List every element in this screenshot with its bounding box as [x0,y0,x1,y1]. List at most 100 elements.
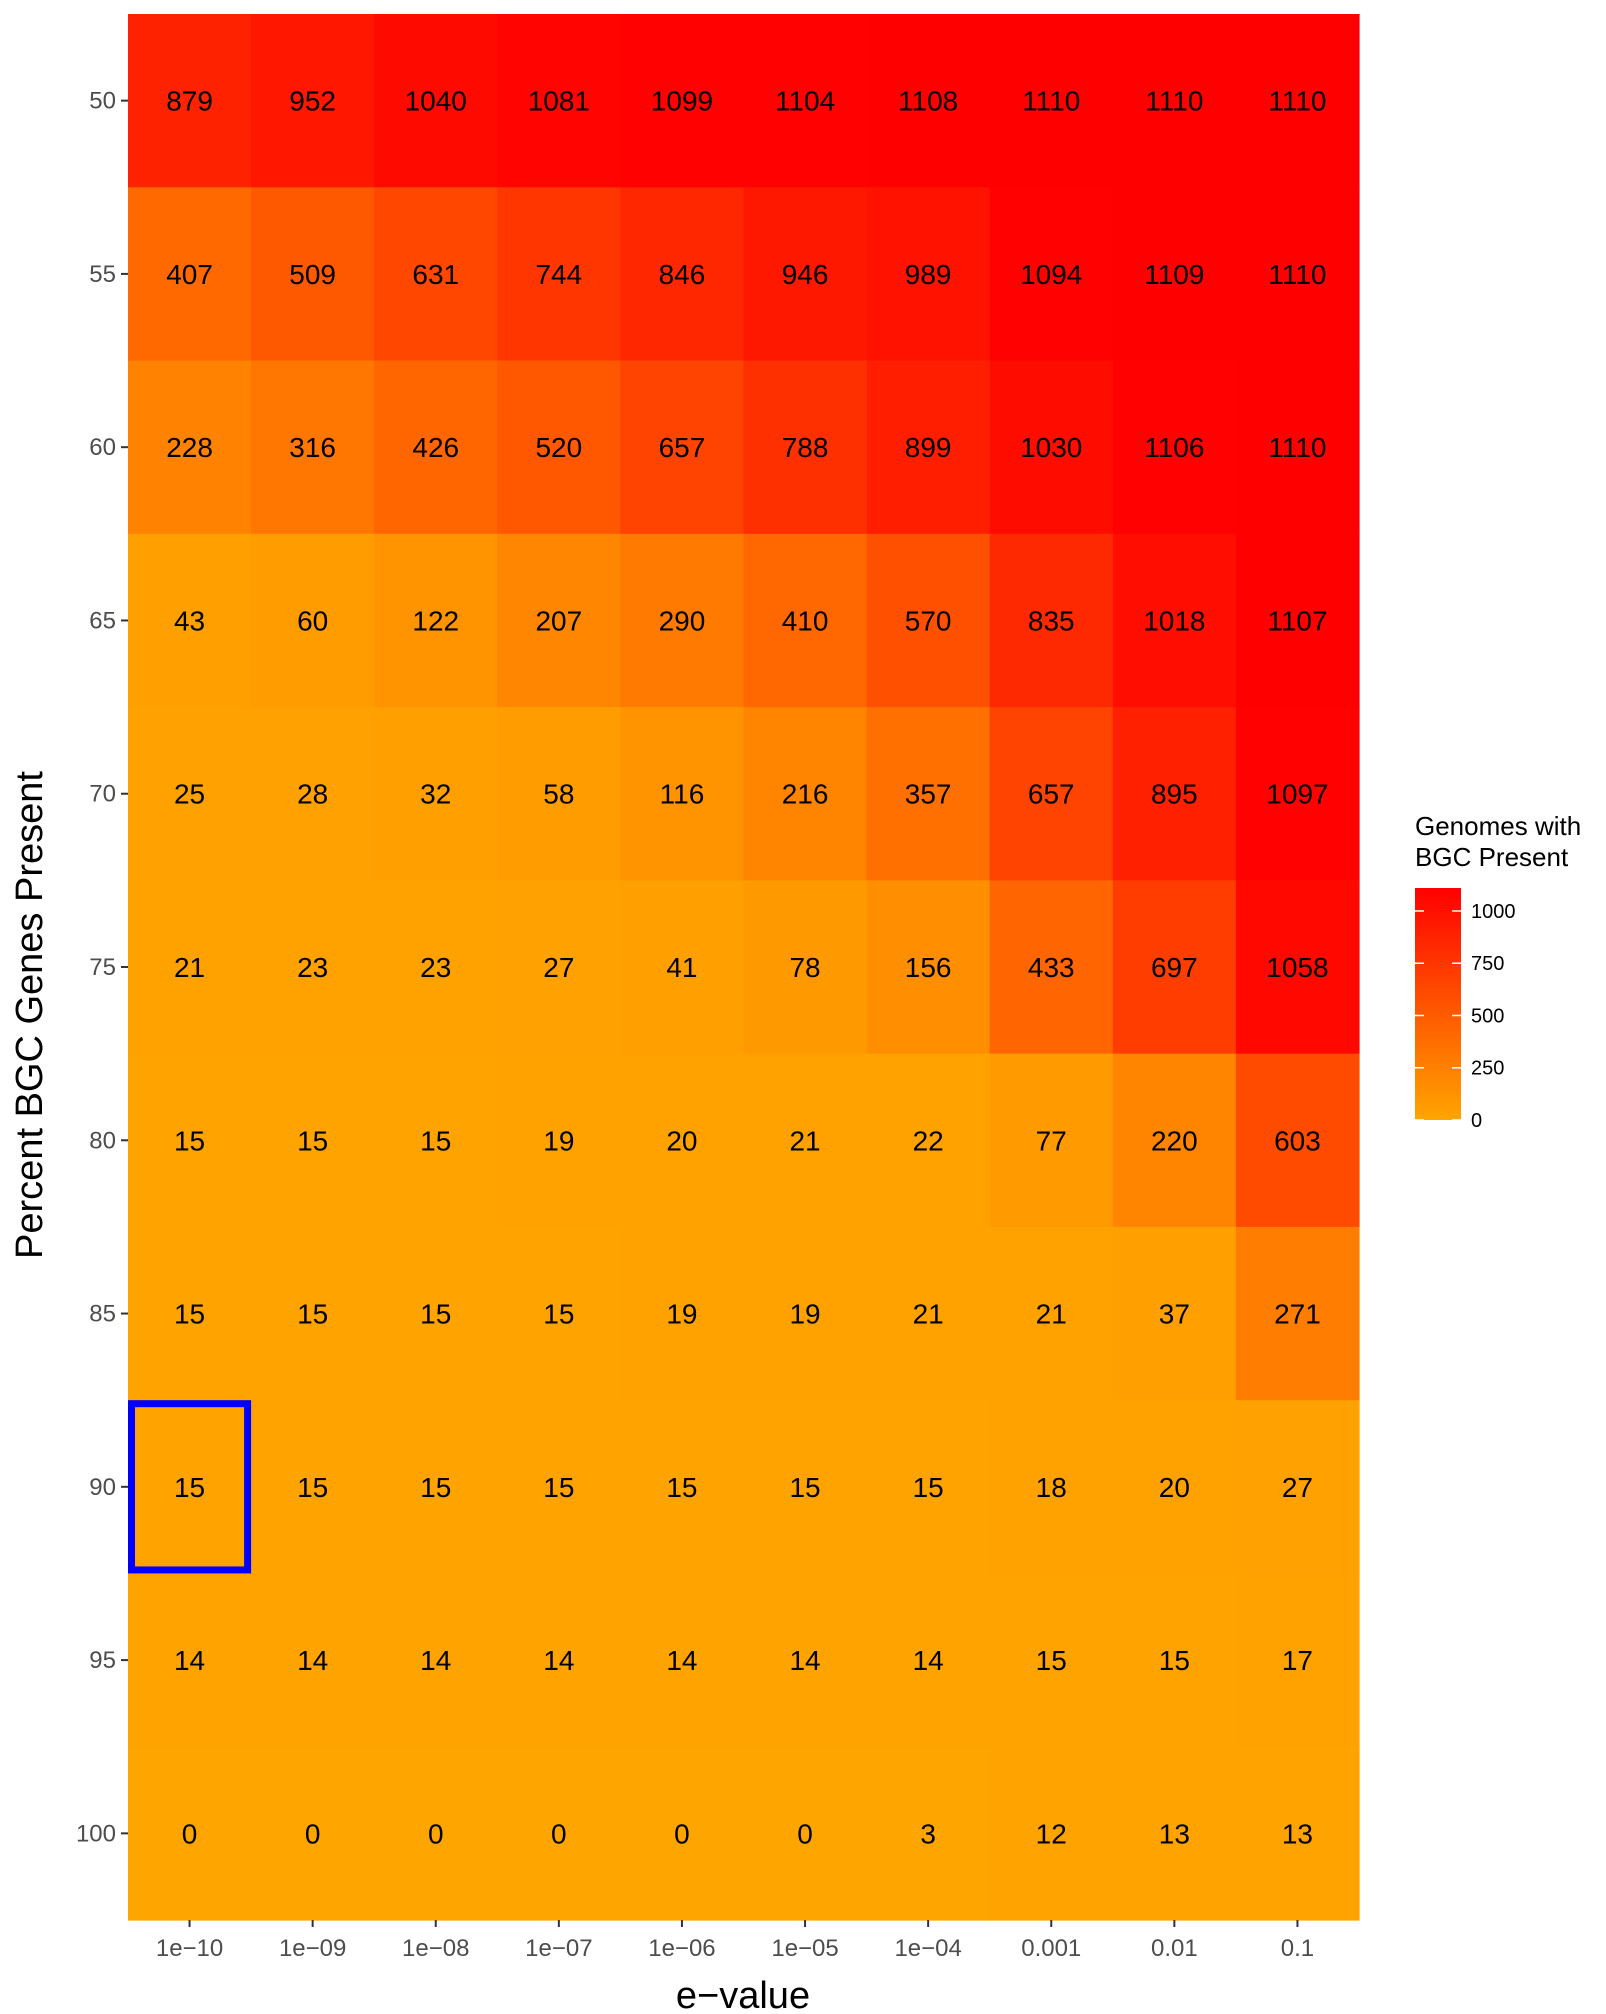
cell-value-label: 946 [782,259,829,290]
legend-tick-label: 500 [1471,1005,1504,1027]
heatmap-cell [374,1746,498,1921]
cell-value-labels: 879 952 1040 1081 1099 1104 1108 1110 1110 1110 40… [166,86,1328,1850]
heatmap-cell [620,533,745,708]
cell-value-label: 220 [1151,1125,1198,1156]
cell-value-label: 744 [535,259,582,290]
heatmap-cell [866,707,991,881]
cell-value-label: 15 [420,1299,451,1330]
x-tick-label: 1e−09 [279,1935,346,1962]
heatmap-cell [1235,187,1360,362]
heatmap-cell [1112,1746,1237,1921]
y-tick-label: 85 [89,1301,116,1328]
cell-value-label: 407 [166,259,213,290]
heatmap-cell [1112,880,1237,1055]
cell-value-label: 27 [1282,1472,1313,1503]
x-tick-label: 1e−08 [402,1935,469,1962]
cell-value-label: 631 [412,259,459,290]
x-tick-label: 1e−04 [894,1935,961,1962]
cell-value-label: 20 [666,1125,697,1156]
heatmap-cell [251,1746,375,1921]
y-tick-label: 95 [89,1647,116,1674]
x-axis-title: e−value [676,1975,810,2014]
cell-value-label: 22 [913,1125,944,1156]
cell-value-label: 23 [297,952,328,983]
heatmap-cell [620,360,745,535]
heatmap-cell [128,533,252,708]
heatmap-cell [989,14,1114,188]
heatmap-cell [1112,360,1237,535]
heatmap-cell [497,1226,621,1401]
cell-value-label: 15 [789,1472,820,1503]
cell-value-label: 1106 [1144,432,1204,463]
cell-value-label: 788 [782,432,829,463]
cell-value-label: 1104 [775,86,835,117]
heatmap-cell [374,1226,498,1401]
cell-value-label: 14 [297,1645,328,1676]
cell-value-label: 1107 [1267,605,1327,636]
heatmap-cell [743,533,868,708]
cell-value-label: 1110 [1145,86,1203,117]
heatmap-cell [128,707,252,881]
cell-value-label: 570 [905,605,952,636]
heatmap-cell [866,1226,991,1401]
cell-value-label: 41 [666,952,697,983]
heatmap-cell [1112,14,1237,188]
x-tick-label: 0.1 [1281,1935,1314,1962]
y-tick-label: 65 [89,607,116,634]
cell-value-label: 207 [535,605,582,636]
cell-value-label: 316 [289,432,336,463]
cell-value-label: 20 [1159,1472,1190,1503]
heatmap-cell [866,14,991,188]
heatmap-cell [866,187,991,362]
heatmap-cell [743,14,868,188]
heatmap-cell [620,1226,745,1401]
cell-value-label: 433 [1028,952,1075,983]
heatmap-cell [989,187,1114,362]
cell-value-label: 15 [297,1125,328,1156]
heatmap-cell [989,533,1114,708]
heatmap-cell [620,1746,745,1921]
heatmap-cell [497,880,621,1055]
cell-value-label: 13 [1282,1818,1313,1849]
heatmap-cell [620,880,745,1055]
heatmap-cell [128,14,252,188]
x-axis: 1e−10 1e−09 1e−08 1e−07 1e−06 1e−05 1e−04 0.001… [156,1920,1314,1962]
heatmap-cell [620,1573,745,1748]
heatmap-cell [743,1400,868,1575]
heatmap-cell [1112,1400,1237,1575]
highlighted-cell-outline [128,1400,252,1574]
cell-value-label: 1110 [1268,432,1326,463]
cell-value-label: 14 [666,1645,697,1676]
y-axis: 50 55 60 65 70 75 80 85 90 95 100 [76,88,128,1847]
cell-value-label: 1097 [1266,779,1328,810]
cell-value-label: 1099 [651,86,713,117]
heatmap-cell [1112,1573,1237,1748]
y-axis-title: Percent BGC Genes Present [9,771,51,1259]
y-tick-label: 100 [76,1820,116,1847]
cell-value-label: 1108 [898,86,958,117]
cell-value-label: 21 [174,952,205,983]
cell-value-label: 23 [420,952,451,983]
heatmap-cell [128,880,252,1055]
heatmap-cell [128,1226,252,1401]
cell-value-label: 0 [428,1818,444,1849]
cell-value-label: 357 [905,779,952,810]
cell-value-label: 21 [913,1299,944,1330]
heatmap-cell [374,880,498,1055]
x-tick-label: 0.01 [1151,1935,1198,1962]
cell-value-label: 28 [297,779,328,810]
cell-value-label: 0 [797,1818,813,1849]
cell-value-label: 18 [1036,1472,1067,1503]
cell-value-label: 216 [782,779,829,810]
x-tick-label: 1e−06 [648,1935,715,1962]
heatmap-cell [374,1400,498,1575]
heatmap-cell [251,533,375,708]
heatmap-cell [743,1746,868,1921]
heatmap-cell [866,1400,991,1575]
cell-value-label: 15 [174,1472,205,1503]
legend-ticks: 0 250 500 750 1000 [1415,901,1516,1132]
heatmap-cell [1235,1573,1360,1748]
heatmap-cell [251,360,375,535]
heatmap-cell [374,187,498,362]
